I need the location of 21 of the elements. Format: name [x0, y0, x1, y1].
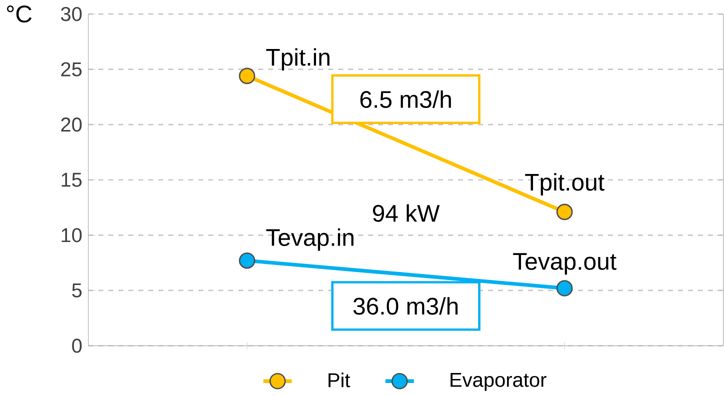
point — [556, 204, 573, 220]
y-axis-title: °C — [7, 5, 32, 22]
annotation: 6.5 m3/h — [360, 90, 451, 108]
annotation: Tpit.out — [525, 173, 604, 196]
y-tick-label: 25 — [61, 62, 82, 76]
annotation: Tevap.out — [513, 253, 616, 275]
point — [238, 252, 256, 269]
y-tick-label: 15 — [62, 172, 82, 187]
annotation: 36.0 m3/h — [353, 297, 458, 315]
point — [238, 68, 256, 84]
y-tick-label: 0 — [72, 338, 82, 353]
annotation: 94 kW — [372, 204, 440, 222]
y-tick-label: 5 — [72, 283, 82, 298]
y-tick-label: 10 — [62, 228, 82, 242]
legend-label: Evaporator — [450, 372, 546, 391]
annotation: Tevap.in — [266, 228, 354, 251]
legend-label: Pit — [328, 372, 350, 388]
point — [556, 280, 573, 296]
y-tick-label: 20 — [61, 117, 82, 132]
annotation: Tpit.in — [266, 48, 330, 70]
y-tick-label: 30 — [60, 6, 82, 21]
